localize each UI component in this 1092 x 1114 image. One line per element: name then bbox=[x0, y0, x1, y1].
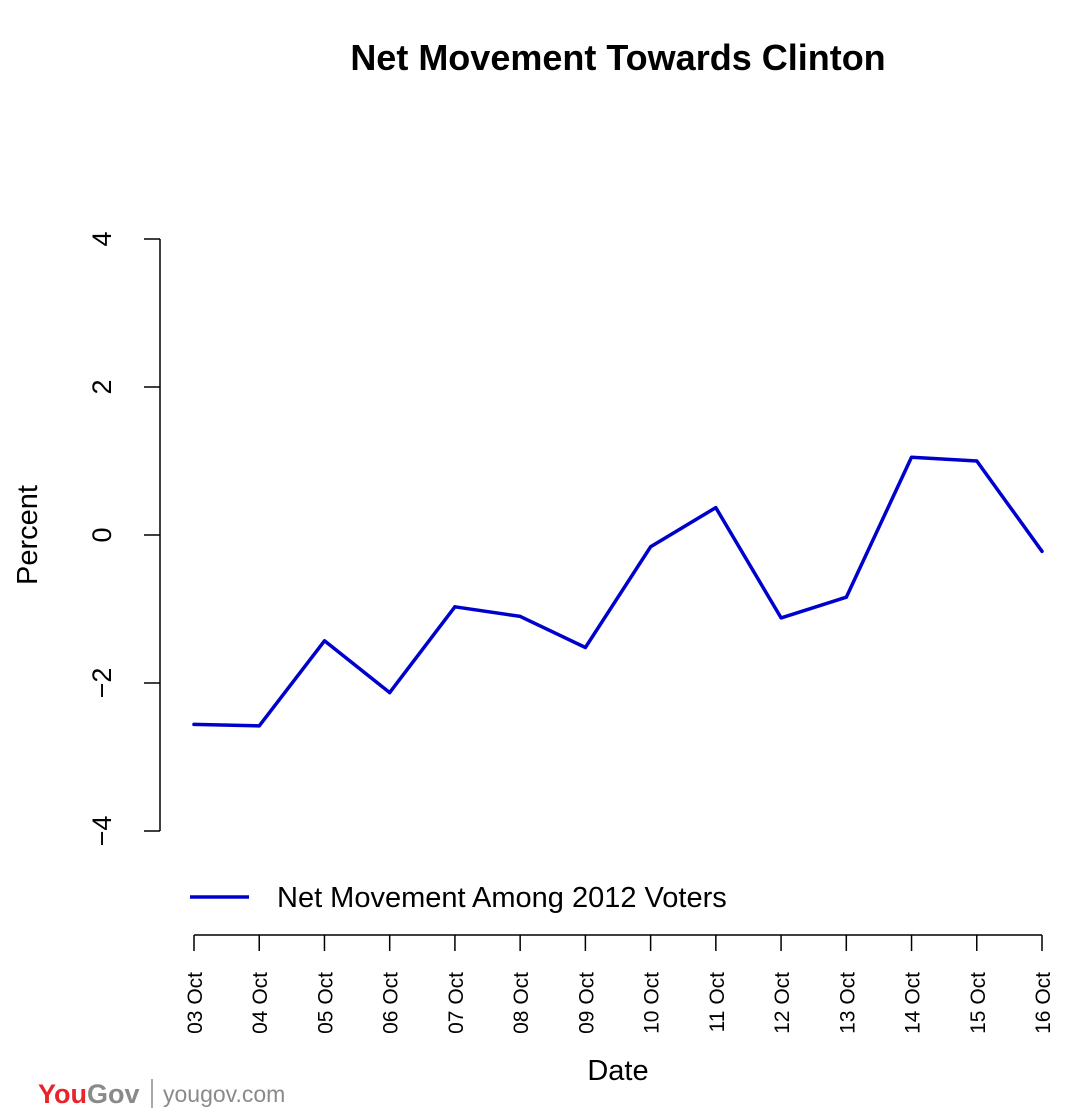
legend-label: Net Movement Among 2012 Voters bbox=[277, 882, 727, 914]
y-tick-label: 2 bbox=[87, 379, 117, 394]
data-point bbox=[714, 506, 718, 510]
y-tick-label: 0 bbox=[87, 527, 117, 542]
y-axis: −4 −2 0 2 4 bbox=[87, 231, 161, 847]
x-axis: 03 Oct 04 Oct 05 Oct 06 Oct 07 Oct 08 Oct 09 O… bbox=[184, 934, 1055, 1034]
x-tick-label: 13 Oct bbox=[836, 972, 859, 1034]
x-tick-label: 09 Oct bbox=[575, 972, 598, 1034]
y-tick-label: −4 bbox=[87, 816, 117, 847]
series-layer bbox=[192, 455, 1044, 728]
x-tick-label: 05 Oct bbox=[314, 972, 337, 1034]
x-tick-label: 06 Oct bbox=[380, 972, 403, 1034]
logo-you: You bbox=[38, 1079, 87, 1109]
data-point bbox=[1040, 549, 1044, 553]
x-tick-label: 04 Oct bbox=[249, 972, 272, 1034]
x-tick-label: 16 Oct bbox=[1032, 972, 1055, 1034]
data-point bbox=[909, 455, 914, 459]
data-point bbox=[388, 691, 392, 695]
data-point bbox=[192, 722, 196, 727]
data-point bbox=[518, 614, 522, 619]
y-tick-label: −2 bbox=[87, 668, 117, 699]
y-axis-label: Percent bbox=[12, 485, 44, 585]
x-tick-label: 11 Oct bbox=[706, 972, 729, 1032]
data-point bbox=[453, 605, 457, 609]
x-tick-label: 03 Oct bbox=[184, 972, 207, 1034]
series-line bbox=[192, 455, 1044, 728]
data-point bbox=[322, 639, 327, 643]
chart-title: Net Movement Towards Clinton bbox=[350, 37, 885, 78]
legend: Net Movement Among 2012 Voters bbox=[190, 882, 727, 914]
x-tick-label: 14 Oct bbox=[902, 972, 925, 1034]
x-tick-label: 08 Oct bbox=[510, 972, 533, 1034]
svg-text:YouGov: YouGov bbox=[38, 1079, 140, 1109]
logo-gov: Gov bbox=[87, 1079, 140, 1109]
logo-url: yougov.com bbox=[163, 1081, 285, 1107]
data-point bbox=[649, 545, 653, 549]
x-axis-label: Date bbox=[587, 1055, 648, 1087]
data-point bbox=[779, 616, 783, 620]
data-point bbox=[583, 645, 587, 650]
data-point bbox=[257, 724, 261, 728]
x-tick-label: 10 Oct bbox=[641, 972, 664, 1034]
yougov-logo: YouGov yougov.com bbox=[38, 1079, 285, 1109]
data-point bbox=[975, 459, 979, 463]
x-tick-label: 15 Oct bbox=[967, 972, 990, 1034]
x-tick-label: 12 Oct bbox=[771, 972, 794, 1034]
y-tick-label: 4 bbox=[87, 231, 117, 246]
x-tick-label: 07 Oct bbox=[445, 972, 468, 1034]
data-point bbox=[844, 595, 848, 599]
